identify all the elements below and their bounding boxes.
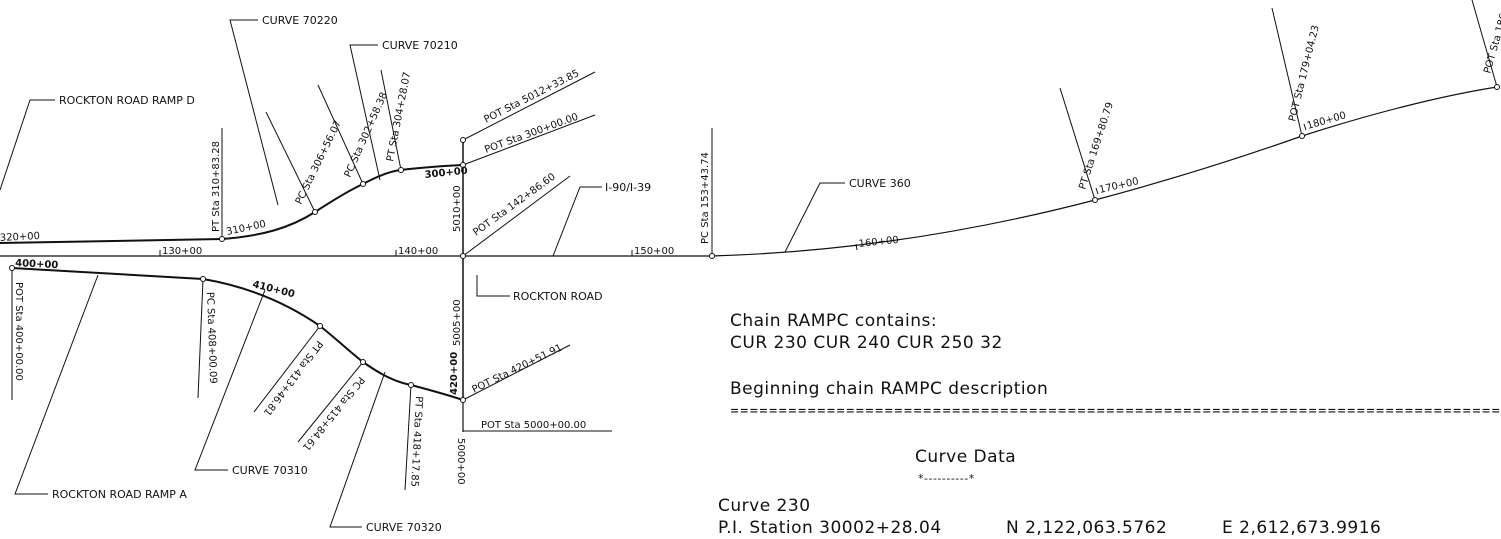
station-tick-label: 5000+00 — [455, 438, 466, 485]
station-tick-label: 140+00 — [398, 246, 438, 257]
label: CURVE 70320 — [366, 521, 442, 534]
mainline-curve — [711, 86, 1498, 257]
report-rule: ========================================… — [730, 404, 1501, 419]
point — [1092, 197, 1098, 203]
callout-line — [317, 84, 364, 185]
callout-line — [253, 325, 321, 413]
station-tick-label: 5010+00 — [452, 185, 463, 232]
ramp-a — [11, 267, 464, 401]
station-tick — [855, 243, 858, 251]
callout-line — [297, 361, 364, 443]
leader — [349, 44, 381, 181]
point — [360, 181, 366, 187]
station-label: POT Sta 5000+00.00 — [481, 420, 586, 431]
callout-line — [1271, 7, 1303, 137]
report-line: Beginning chain RAMPC description — [730, 379, 1048, 399]
callout-line — [462, 71, 596, 141]
pi-station: P.I. Station 30002+28.04 — [718, 518, 942, 538]
station-tick — [1303, 123, 1307, 131]
leader — [329, 371, 386, 528]
point — [317, 323, 323, 329]
station-label: PC Sta 153+43.74 — [700, 152, 711, 244]
station-tick-label: 320+00 — [0, 231, 40, 244]
station-tick-label: 130+00 — [162, 246, 202, 257]
station-tick — [1095, 187, 1099, 195]
station-label: PT Sta 310+83.28 — [211, 141, 222, 232]
label: CURVE 360 — [849, 177, 911, 190]
report-line: Chain RAMPC contains: — [730, 311, 937, 331]
station-tick-label: 400+00 — [15, 258, 59, 271]
point — [1494, 84, 1500, 90]
point — [9, 265, 15, 271]
callout-line — [462, 114, 596, 166]
easting: E 2,612,673.9916 — [1222, 518, 1381, 538]
point — [1299, 133, 1305, 139]
station-label: POT Sta 400+00.00 — [13, 282, 24, 381]
callout-line — [462, 344, 571, 401]
leader — [14, 274, 99, 495]
leader — [552, 186, 602, 257]
callout-line — [197, 278, 204, 399]
point — [460, 137, 466, 143]
station-tick-label: 150+00 — [634, 246, 674, 257]
point — [709, 253, 715, 259]
label: ROCKTON ROAD RAMP A — [52, 488, 187, 501]
point — [460, 162, 466, 168]
point — [398, 167, 404, 173]
label: CURVE 70220 — [262, 14, 338, 27]
point — [360, 359, 366, 365]
callout-line — [462, 175, 571, 257]
station-tick-label: 5005+00 — [452, 299, 463, 346]
point — [200, 276, 206, 282]
callout-line — [1471, 0, 1498, 88]
label: CURVE 70210 — [382, 39, 458, 52]
point — [312, 209, 318, 215]
station-label: PC Sta 408+00.09 — [204, 292, 218, 384]
leader — [0, 99, 55, 191]
label: CURVE 70310 — [232, 464, 308, 477]
station-tick-label: 420+00 — [449, 352, 460, 395]
point — [408, 382, 414, 388]
callout-line — [265, 111, 316, 213]
leader — [194, 289, 266, 471]
section-rule: *----------* — [918, 472, 975, 485]
station-tick-label: 160+00 — [858, 235, 899, 250]
point — [460, 253, 466, 259]
northing: N 2,122,063.5762 — [1006, 518, 1167, 538]
label: I-90/I-39 — [605, 181, 651, 194]
leader — [229, 19, 279, 206]
label: ROCKTON ROAD RAMP D — [59, 94, 195, 107]
curve-name: Curve 230 — [718, 496, 811, 516]
leader — [476, 275, 510, 297]
point — [460, 397, 466, 403]
leader — [784, 182, 845, 253]
point — [219, 236, 225, 242]
callout-line — [380, 69, 402, 171]
section-title: Curve Data — [915, 447, 1016, 467]
station-tick-label: 300+00 — [424, 166, 468, 181]
station-label: PT Sta 418+17.85 — [408, 396, 424, 487]
callout-line — [404, 384, 412, 491]
report-line: CUR 230 CUR 240 CUR 250 32 — [730, 333, 1003, 353]
callout-line — [1059, 87, 1096, 201]
label: ROCKTON ROAD — [513, 290, 603, 303]
